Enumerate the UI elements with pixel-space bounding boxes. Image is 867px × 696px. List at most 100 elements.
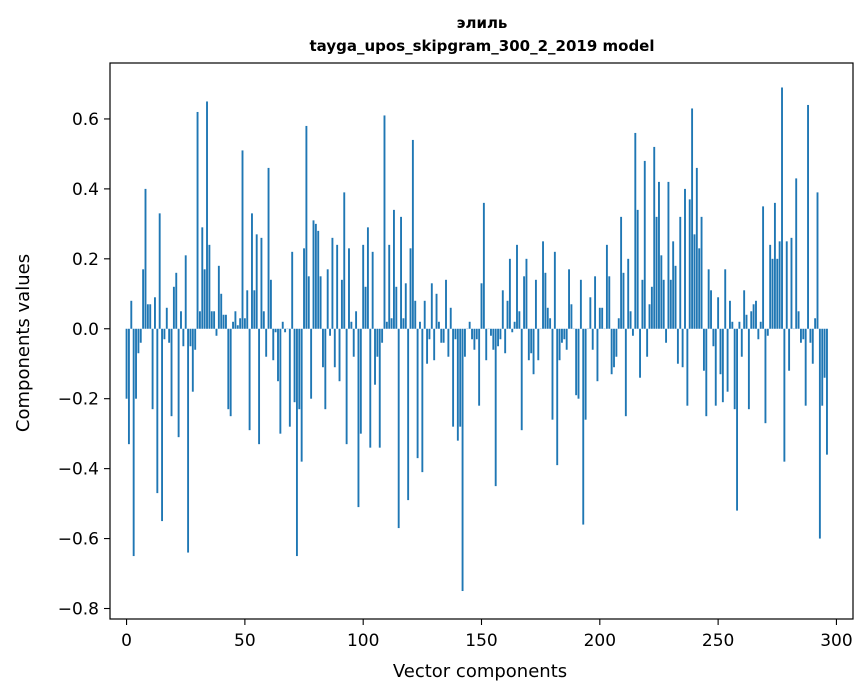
bar-177 bbox=[544, 272, 547, 329]
x-tick-label-50: 50 bbox=[234, 631, 256, 651]
bar-145 bbox=[468, 321, 471, 329]
bar-77 bbox=[307, 276, 310, 329]
bar-92 bbox=[343, 192, 346, 329]
bar-55 bbox=[255, 234, 258, 329]
bar-113 bbox=[393, 209, 395, 329]
bar-51 bbox=[246, 290, 249, 329]
y-tick-label-5: 0.2 bbox=[72, 250, 99, 270]
bar-214 bbox=[631, 328, 634, 336]
bar-203 bbox=[605, 244, 608, 329]
bar-110 bbox=[385, 321, 388, 329]
bar-62 bbox=[272, 328, 275, 361]
bar-10 bbox=[149, 304, 152, 329]
bar-85 bbox=[326, 269, 329, 329]
bar-254 bbox=[726, 328, 729, 392]
bar-123 bbox=[416, 328, 419, 459]
bar-275 bbox=[776, 258, 779, 329]
y-tick-label-3: −0.2 bbox=[58, 390, 99, 410]
bar-82 bbox=[319, 276, 322, 329]
bar-280 bbox=[788, 328, 791, 371]
bar-281 bbox=[790, 237, 793, 329]
bar-135 bbox=[445, 279, 447, 329]
bar-270 bbox=[764, 328, 767, 424]
bar-219 bbox=[643, 160, 646, 329]
chart-title-line1: элиль bbox=[457, 14, 508, 32]
bar-181 bbox=[553, 251, 556, 329]
bar-156 bbox=[494, 328, 497, 487]
bar-45 bbox=[232, 321, 234, 329]
bar-221 bbox=[648, 304, 651, 329]
bar-220 bbox=[646, 328, 649, 357]
bar-52 bbox=[248, 328, 251, 431]
bar-35 bbox=[208, 244, 211, 329]
bar-210 bbox=[622, 272, 625, 329]
bar-165 bbox=[516, 244, 518, 329]
bar-289 bbox=[809, 328, 812, 343]
bar-241 bbox=[695, 167, 698, 329]
bar-163 bbox=[511, 328, 514, 333]
bar-286 bbox=[802, 328, 805, 340]
bar-279 bbox=[785, 241, 788, 329]
bar-213 bbox=[629, 311, 632, 329]
bar-229 bbox=[667, 181, 670, 329]
plot-area-frame bbox=[109, 62, 854, 620]
bar-252 bbox=[721, 328, 724, 403]
bar-180 bbox=[551, 328, 554, 420]
bar-25 bbox=[184, 255, 187, 329]
bar-122 bbox=[414, 300, 417, 329]
bar-243 bbox=[700, 216, 703, 329]
bar-248 bbox=[712, 328, 715, 347]
bar-158 bbox=[499, 328, 502, 340]
bar-273 bbox=[771, 258, 774, 329]
bar-60 bbox=[267, 167, 270, 329]
bar-series bbox=[125, 87, 828, 592]
bar-109 bbox=[383, 115, 386, 329]
bar-245 bbox=[705, 328, 708, 417]
bar-118 bbox=[404, 283, 407, 329]
bar-205 bbox=[610, 328, 613, 375]
bar-137 bbox=[449, 307, 452, 329]
bar-216 bbox=[636, 209, 639, 329]
bar-26 bbox=[187, 328, 190, 553]
bar-288 bbox=[807, 104, 809, 329]
bar-154 bbox=[490, 328, 492, 336]
bar-136 bbox=[447, 328, 450, 357]
bar-111 bbox=[388, 244, 391, 329]
bar-159 bbox=[501, 290, 504, 329]
bar-263 bbox=[747, 328, 750, 410]
bar-103 bbox=[369, 328, 372, 448]
bar-264 bbox=[750, 311, 753, 329]
y-tick-label-4: 0.0 bbox=[72, 320, 99, 340]
bar-29 bbox=[194, 328, 197, 350]
bar-33 bbox=[203, 269, 206, 329]
bar-249 bbox=[714, 328, 717, 406]
bar-193 bbox=[582, 328, 585, 525]
bar-218 bbox=[641, 279, 644, 329]
bar-139 bbox=[454, 328, 457, 340]
bar-54 bbox=[253, 290, 256, 329]
bar-226 bbox=[660, 255, 663, 329]
bar-127 bbox=[426, 328, 429, 364]
bar-176 bbox=[542, 241, 544, 329]
bar-255 bbox=[729, 300, 731, 329]
bar-107 bbox=[378, 328, 381, 448]
x-axis-label: Vector components bbox=[393, 661, 567, 682]
bar-104 bbox=[371, 251, 374, 329]
bar-36 bbox=[210, 311, 213, 329]
bar-269 bbox=[762, 206, 765, 329]
bar-250 bbox=[717, 297, 720, 329]
bar-44 bbox=[229, 328, 232, 417]
bar-43 bbox=[227, 328, 230, 410]
bar-234 bbox=[679, 216, 682, 329]
bar-231 bbox=[672, 241, 675, 329]
bar-150 bbox=[480, 283, 483, 329]
bar-86 bbox=[329, 328, 331, 336]
bar-188 bbox=[570, 304, 573, 329]
bar-246 bbox=[707, 269, 710, 329]
bar-227 bbox=[662, 279, 665, 329]
bar-106 bbox=[376, 328, 379, 357]
bar-182 bbox=[556, 328, 559, 466]
bar-130 bbox=[433, 328, 436, 361]
bar-183 bbox=[558, 328, 561, 361]
bar-67 bbox=[284, 328, 287, 333]
